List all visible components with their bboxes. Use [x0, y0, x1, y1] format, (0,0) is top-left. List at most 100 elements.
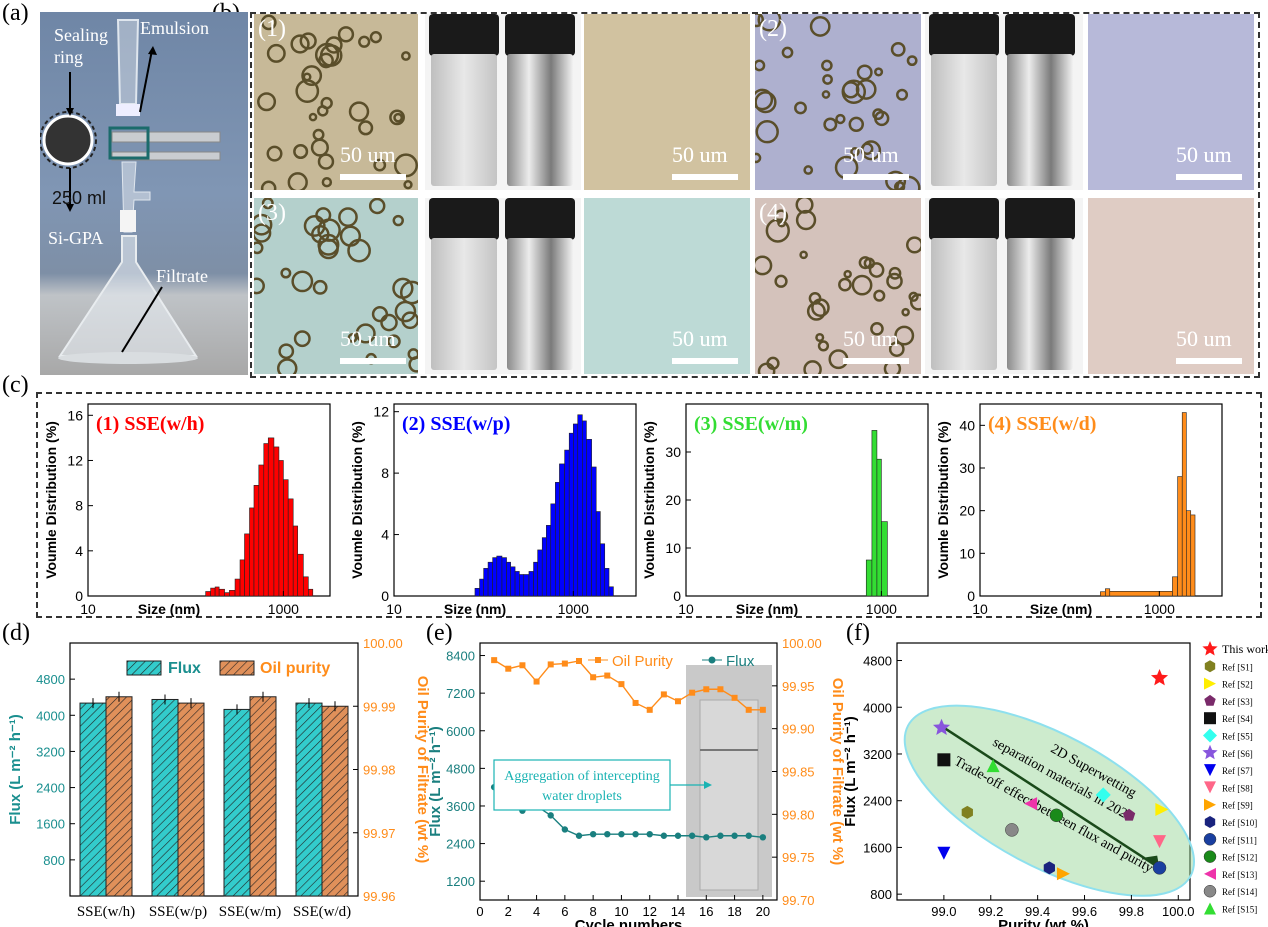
droplet [348, 101, 370, 122]
y-tick-label-left: 4000 [36, 708, 65, 723]
purity-point [533, 678, 540, 685]
legend-label: Ref [S3] [1222, 697, 1253, 707]
legend-marker [1202, 744, 1218, 760]
droplet [358, 120, 374, 136]
y-tick-label-right: 99.90 [782, 722, 815, 737]
series-line [493, 786, 763, 839]
droplet [293, 143, 309, 160]
droplet [301, 65, 323, 87]
legend-swatch-flux [126, 660, 162, 676]
purity-point [590, 674, 597, 681]
legend-label: Ref [S7] [1222, 766, 1253, 776]
flux-bar [79, 702, 107, 897]
droplet [795, 209, 817, 231]
x-axis-label: Purity (wt %) [998, 917, 1089, 927]
data-point [1122, 808, 1136, 821]
micrograph-emulsion: (3) 50 um [254, 198, 418, 374]
droplet [795, 198, 814, 214]
x-axis-label: Cycle numbers [575, 917, 683, 927]
annotation-box [493, 759, 671, 811]
category-label: SSE(w/p) [149, 904, 207, 920]
data-point [1049, 808, 1064, 823]
scale-label: 50 um [672, 142, 728, 167]
droplet [338, 207, 358, 227]
purity-point [759, 706, 766, 713]
legend-label-flux: Flux [726, 653, 755, 670]
legend-label-purity: Oil purity [260, 660, 330, 677]
droplet [886, 272, 903, 290]
annotation-text: water droplets [542, 789, 622, 804]
vial-cap-right [505, 198, 575, 240]
droplet [885, 170, 907, 190]
y-tick-label-left: 4800 [446, 761, 475, 776]
legend-marker [1204, 867, 1216, 880]
droplet [299, 32, 317, 50]
purity-point [604, 672, 611, 679]
flux-point [575, 832, 583, 839]
droplet [277, 358, 298, 374]
category-label: SSE(w/h) [77, 904, 135, 920]
vial-emulsion [931, 54, 997, 186]
droplet [809, 16, 831, 37]
droplet [254, 277, 265, 295]
y-tick-label-left: 2400 [446, 837, 475, 852]
droplet [817, 340, 830, 352]
y-tick-label-right: 99.98 [363, 763, 396, 778]
y-tick-label-left: 7200 [446, 686, 475, 701]
purity-point [519, 662, 526, 669]
vial-filtrate [1007, 238, 1073, 370]
y-tick-label: 3200 [863, 747, 892, 762]
legend-marker [1203, 884, 1217, 898]
purity-bar [177, 702, 205, 897]
droplet [393, 112, 404, 123]
droplet [371, 306, 389, 323]
droplet [316, 105, 329, 117]
legend-marker [1203, 850, 1217, 863]
droplet [755, 91, 777, 114]
y-tick-label-left: 6000 [446, 724, 475, 739]
droplet [781, 46, 794, 59]
purity-point [745, 706, 752, 713]
vial-emulsion [431, 238, 497, 370]
trade-off-ellipse [903, 704, 1195, 897]
vial-emulsion [931, 238, 997, 370]
y-axis-label-right: Oil Purity of Filtrate (wt %) [414, 676, 431, 864]
label-filtrate: Filtrate [156, 266, 208, 286]
scale-bar [843, 174, 909, 180]
vial-cap-right [505, 14, 575, 56]
scale-label: 50 um [340, 326, 396, 351]
droplet [347, 332, 358, 343]
y-tick-label-right: 99.95 [782, 679, 815, 694]
label-si-gpa: Si-GPA [48, 228, 104, 248]
y-tick-label-left: 3600 [446, 799, 475, 814]
panel-label-a: (a) [2, 0, 29, 26]
droplet [806, 301, 826, 321]
droplet [755, 59, 766, 72]
tile-number: (4) [759, 200, 787, 226]
droplet [403, 180, 413, 190]
droplet [888, 266, 902, 280]
y-tick-label-left: 2400 [36, 781, 65, 796]
droplet [858, 256, 872, 270]
panel-label-c: (c) [2, 372, 29, 398]
category-label: SSE(w/m) [219, 904, 282, 920]
droplet [257, 92, 277, 112]
trend-arrow [943, 726, 1156, 867]
micrograph-filtrate: 50 um [584, 14, 750, 190]
droplet [291, 270, 314, 293]
droplet [260, 180, 277, 190]
flux-point [632, 830, 639, 838]
droplet [906, 55, 918, 67]
purity-point [675, 698, 681, 705]
ellipse-label: 2D Superwetting [1048, 742, 1139, 801]
vials-photo [425, 198, 581, 374]
x-tick-label: 99.0 [931, 904, 956, 919]
droplet [310, 138, 329, 157]
droplet [392, 214, 404, 227]
droplet [860, 142, 874, 156]
scale-bar [1176, 358, 1242, 364]
vial-filtrate [507, 54, 573, 186]
vial-emulsion [431, 54, 497, 186]
droplet [392, 277, 414, 299]
purity-point [731, 694, 738, 701]
